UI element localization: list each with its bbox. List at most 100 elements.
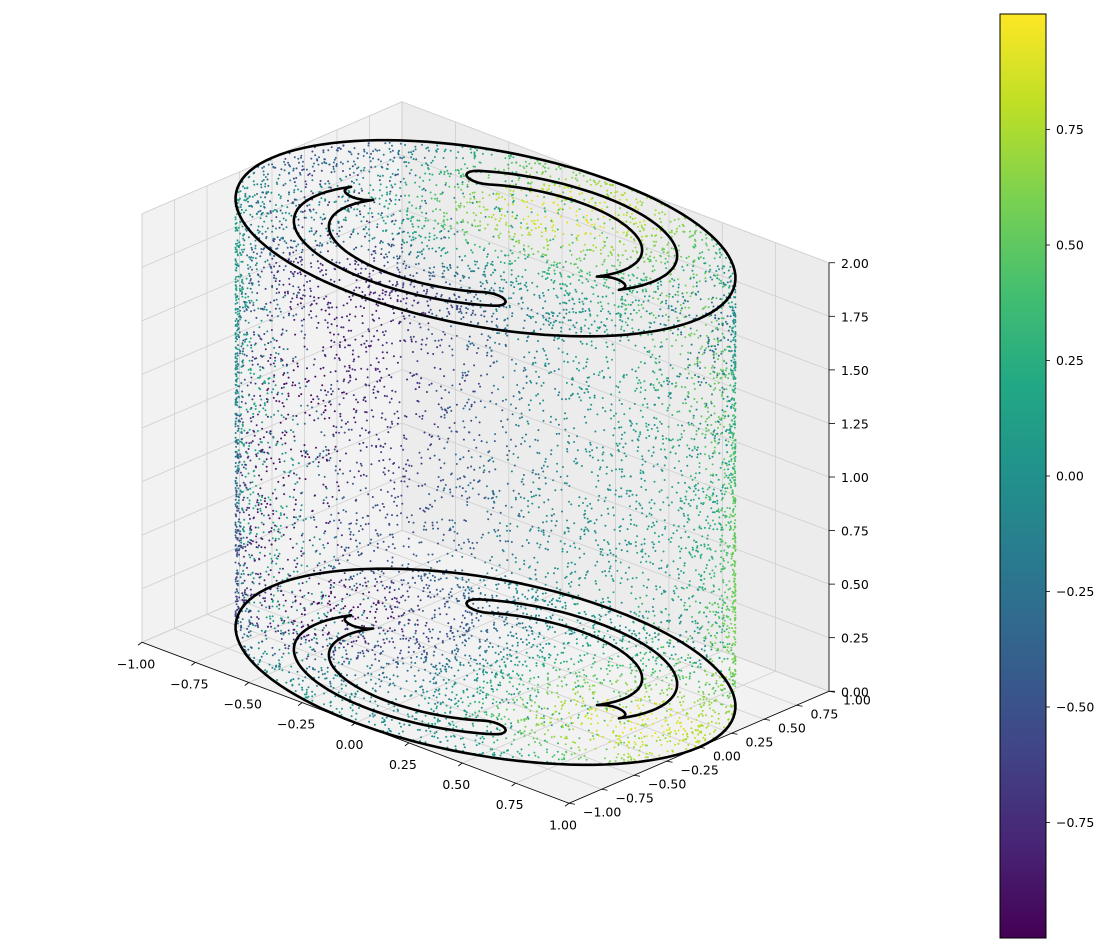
scatter-point: [379, 160, 382, 163]
scatter-point: [322, 450, 325, 453]
scatter-point: [587, 221, 590, 224]
scatter-point: [429, 680, 432, 683]
scatter-point: [376, 532, 379, 535]
scatter-point: [461, 274, 464, 277]
scatter-point: [398, 271, 401, 274]
scatter-point: [704, 280, 707, 283]
scatter-point: [376, 226, 379, 228]
scatter-point: [450, 325, 452, 328]
scatter-point: [338, 489, 341, 492]
scatter-point: [536, 737, 539, 740]
scatter-point: [707, 693, 710, 696]
scatter-point: [338, 468, 341, 471]
scatter-point: [402, 315, 405, 318]
scatter-point: [388, 141, 391, 144]
scatter-point: [239, 318, 242, 321]
scatter-point: [281, 656, 283, 659]
scatter-point: [344, 216, 347, 219]
scatter-point: [600, 321, 603, 324]
scatter-point: [725, 554, 728, 557]
scatter-point: [480, 630, 483, 633]
scatter-point: [722, 359, 725, 362]
scatter-point: [576, 235, 579, 238]
scatter-point: [516, 608, 519, 611]
scatter-point: [540, 467, 543, 470]
scatter-point: [600, 550, 603, 553]
scatter-point: [255, 424, 258, 427]
scatter-point: [431, 617, 434, 620]
scatter-point: [578, 369, 580, 372]
scatter-point: [590, 285, 593, 288]
scatter-point: [356, 157, 359, 160]
scatter-point: [390, 718, 393, 721]
scatter-point: [270, 598, 273, 601]
scatter-point: [693, 333, 696, 336]
scatter-point: [702, 501, 705, 504]
scatter-point: [450, 666, 453, 669]
scatter-point: [245, 536, 248, 539]
scatter-point: [315, 211, 318, 214]
scatter-point: [650, 454, 653, 457]
scatter-point: [679, 506, 682, 509]
scatter-point: [693, 646, 696, 649]
scatter-point: [431, 159, 434, 162]
scatter-point: [523, 497, 526, 500]
scatter-point: [732, 515, 735, 518]
scatter-point: [437, 527, 439, 530]
grid-line: [336, 129, 765, 720]
scatter-point: [541, 722, 544, 725]
scatter-point: [430, 161, 433, 164]
scatter-point: [682, 708, 685, 711]
scatter-point: [713, 700, 716, 703]
scatter-point: [733, 468, 736, 470]
scatter-point: [285, 431, 288, 434]
scatter-point: [544, 476, 547, 479]
scatter-point: [342, 639, 345, 642]
scatter-point: [473, 154, 476, 157]
scatter-point: [688, 333, 690, 336]
scatter-point: [666, 693, 669, 696]
scatter-point: [625, 543, 628, 546]
scatter-point: [644, 756, 647, 759]
scatter-point: [447, 407, 449, 410]
scatter-point: [355, 461, 358, 464]
scatter-point: [242, 572, 245, 575]
scatter-point: [340, 683, 343, 686]
scatter-point: [337, 235, 340, 238]
scatter-point: [712, 430, 715, 433]
scatter-point: [687, 653, 690, 656]
scatter-point: [275, 664, 278, 667]
scatter-point: [633, 611, 636, 614]
scatter-point: [468, 335, 471, 338]
scatter-point: [522, 327, 525, 330]
scatter-point: [448, 283, 451, 286]
scatter-point: [728, 286, 730, 289]
scatter-point: [543, 196, 546, 199]
scatter-point: [668, 735, 671, 738]
scatter-point: [455, 207, 458, 210]
scatter-point: [575, 210, 578, 213]
scatter-point: [467, 578, 470, 581]
scatter-point: [684, 336, 687, 339]
scatter-point: [617, 386, 620, 389]
scatter-point: [464, 490, 467, 493]
scatter-point: [586, 358, 589, 361]
scatter-point: [648, 751, 651, 754]
scatter-point: [732, 423, 735, 426]
scatter-point: [656, 675, 659, 678]
scatter-point: [554, 705, 557, 708]
scatter-point: [628, 640, 631, 643]
scatter-point: [255, 535, 258, 538]
scatter-point: [695, 274, 698, 276]
scatter-point: [623, 303, 625, 306]
scatter-point: [555, 470, 558, 473]
scatter-point: [265, 398, 268, 400]
scatter-point: [635, 198, 638, 201]
scatter-point: [510, 470, 513, 473]
scatter-point: [446, 169, 449, 172]
scatter-point: [373, 201, 376, 204]
scatter-point: [315, 302, 318, 305]
scatter-point: [248, 299, 251, 302]
scatter-point: [611, 292, 614, 295]
scatter-point: [246, 627, 249, 630]
